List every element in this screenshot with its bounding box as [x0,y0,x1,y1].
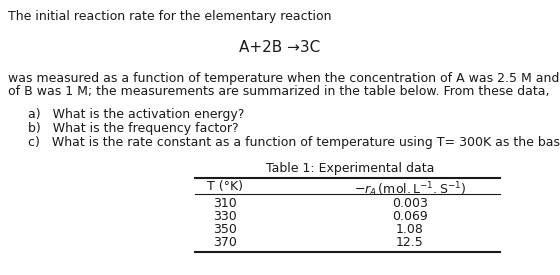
Text: c)   What is the rate constant as a function of temperature using T= 300K as the: c) What is the rate constant as a functi… [28,136,560,149]
Text: $-r_A\,\mathrm{(mol.L^{-1}.S^{-1})}$: $-r_A\,\mathrm{(mol.L^{-1}.S^{-1})}$ [354,180,466,199]
Text: Table 1: Experimental data: Table 1: Experimental data [266,162,434,175]
Text: 350: 350 [213,223,237,236]
Text: was measured as a function of temperature when the concentration of A was 2.5 M : was measured as a function of temperatur… [8,72,560,85]
Text: 310: 310 [213,197,237,210]
Text: 330: 330 [213,210,237,223]
Text: 12.5: 12.5 [396,236,424,249]
Text: A+2B →3C: A+2B →3C [239,40,321,55]
Text: T (°K): T (°K) [207,180,243,193]
Text: 1.08: 1.08 [396,223,424,236]
Text: 0.069: 0.069 [392,210,428,223]
Text: of B was 1 M; the measurements are summarized in the table below. From these dat: of B was 1 M; the measurements are summa… [8,85,549,98]
Text: b)   What is the frequency factor?: b) What is the frequency factor? [28,122,239,135]
Text: The initial reaction rate for the elementary reaction: The initial reaction rate for the elemen… [8,10,332,23]
Text: a)   What is the activation energy?: a) What is the activation energy? [28,108,244,121]
Text: 370: 370 [213,236,237,249]
Text: 0.003: 0.003 [392,197,428,210]
